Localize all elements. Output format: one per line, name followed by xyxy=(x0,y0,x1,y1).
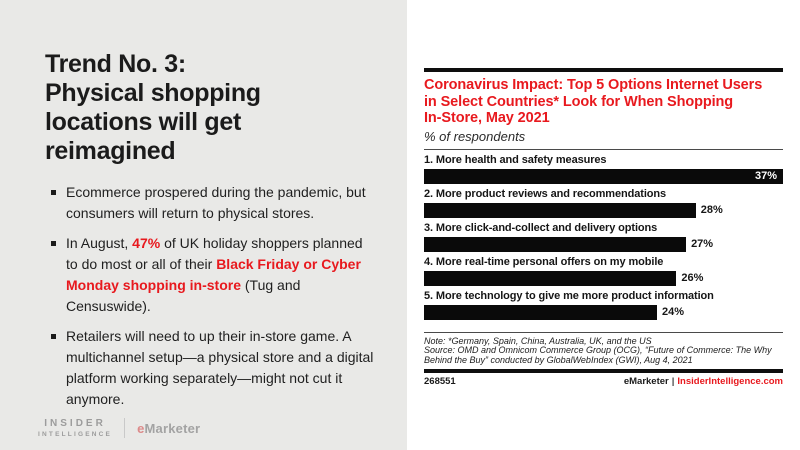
bullet-text: Ecommerce prospered during the pandemic,… xyxy=(66,182,378,224)
bar-row: 27% xyxy=(424,236,783,252)
emarketer-rest: Marketer xyxy=(144,420,201,436)
bar-group-5: 5. More technology to give me more produ… xyxy=(424,290,783,320)
bar xyxy=(424,236,687,252)
bullet-square-icon xyxy=(51,241,56,246)
bullet-square-icon xyxy=(51,190,56,195)
bullet-segment: In August, xyxy=(66,235,133,251)
bullet-segment-highlight: Black Friday or Cyber Monday shopping in… xyxy=(66,256,361,293)
bullet-item-3: Retailers will need to up their in-store… xyxy=(45,326,385,410)
bar-label: 2. More product reviews and recommendati… xyxy=(424,187,667,200)
bar-value: 27% xyxy=(691,238,714,250)
bar: 37% xyxy=(424,168,783,184)
bullet-segment: Ecommerce prospered during the pandemic,… xyxy=(66,184,366,221)
bar xyxy=(424,304,657,320)
bullet-item-1: Ecommerce prospered during the pandemic,… xyxy=(45,182,385,224)
intelligence-text: INTELLIGENCE xyxy=(38,431,113,438)
bullet-segment: (Tug and Censuswide). xyxy=(66,277,301,314)
chart-source: Source: OMD and Omnicom Commerce Group (… xyxy=(424,345,772,365)
slide-title-line: reimagined xyxy=(45,137,176,165)
emarketer-e: e xyxy=(137,420,145,436)
chart-panel: Coronavirus Impact: Top 5 Options Intern… xyxy=(407,0,800,450)
bar-label: 1. More health and safety measures xyxy=(424,153,607,166)
bar-group-3: 3. More click-and-collect and delivery o… xyxy=(424,222,783,252)
bar xyxy=(424,270,677,286)
chart-title-line: in Select Countries* Look for When Shopp… xyxy=(424,93,734,110)
bullet-segment: of UK holiday shoppers planned to do mos… xyxy=(66,235,363,272)
slide-title-line: locations will get xyxy=(45,108,242,136)
bar-row: 26% xyxy=(424,270,783,286)
bullet-segment-highlight: 47% xyxy=(132,235,161,251)
bar-label: 3. More click-and-collect and delivery o… xyxy=(424,221,658,234)
bar xyxy=(424,202,696,218)
bullet-segment: Retailers will need to up their in-store… xyxy=(66,328,374,407)
bar-group-1: 1. More health and safety measures 37% xyxy=(424,154,783,184)
insider-intelligence-emarketer-logo: INSIDER INTELLIGENCE eMarketer xyxy=(38,418,200,438)
chart-footer-brand: eMarketer | InsiderIntelligence.com xyxy=(624,376,783,387)
footer-site-link[interactable]: InsiderIntelligence.com xyxy=(677,376,783,387)
bar-row: 28% xyxy=(424,202,783,218)
bar-value: 37% xyxy=(754,170,777,182)
slide-title: Trend No. 3: Physical shopping locations… xyxy=(45,50,385,166)
insider-text: INSIDER xyxy=(44,418,106,429)
slide-title-line: Physical shopping xyxy=(45,79,261,107)
bullet-item-2: In August, 47% of UK holiday shoppers pl… xyxy=(45,233,385,317)
chart-id: 268551 xyxy=(424,376,456,387)
bar-row: 24% xyxy=(424,304,783,320)
chart-header-rule xyxy=(424,148,783,150)
footer-pipe: | xyxy=(671,376,675,387)
bar-group-4: 4. More real-time personal offers on my … xyxy=(424,256,783,286)
chart-top-rule xyxy=(424,68,783,72)
chart-notes-rule xyxy=(424,331,783,333)
chart-title: Coronavirus Impact: Top 5 Options Intern… xyxy=(424,77,783,127)
bullet-text: In August, 47% of UK holiday shoppers pl… xyxy=(66,233,378,317)
left-text-panel: Trend No. 3: Physical shopping locations… xyxy=(45,50,385,419)
chart-title-line: In-Store, May 2021 xyxy=(424,110,550,126)
bullet-list: Ecommerce prospered during the pandemic,… xyxy=(45,182,385,410)
chart-notes: Note: *Germany, Spain, China, Australia,… xyxy=(424,335,783,366)
slide-title-line: Trend No. 3: xyxy=(45,50,186,78)
emarketer-wordmark: eMarketer xyxy=(137,421,200,436)
chart-note: Note: *Germany, Spain, China, Australia,… xyxy=(424,335,652,346)
bar-value: 28% xyxy=(700,204,723,216)
chart-footer: 268551 eMarketer | InsiderIntelligence.com xyxy=(424,376,783,387)
bar-chart: Coronavirus Impact: Top 5 Options Intern… xyxy=(424,0,783,387)
bar-row: 37% xyxy=(424,168,783,184)
bullet-text: Retailers will need to up their in-store… xyxy=(66,326,378,410)
bar-label: 5. More technology to give me more produ… xyxy=(424,289,714,302)
chart-title-line: Coronavirus Impact: Top 5 Options Intern… xyxy=(424,77,763,93)
footer-emarketer: eMarketer xyxy=(623,376,669,387)
chart-subtitle: % of respondents xyxy=(424,128,526,144)
bar-value: 26% xyxy=(681,272,704,284)
bar-label: 4. More real-time personal offers on my … xyxy=(424,255,664,268)
bar-value: 24% xyxy=(661,306,685,318)
chart-bottom-rule xyxy=(424,369,783,373)
bullet-square-icon xyxy=(51,334,56,339)
logo-divider xyxy=(124,418,126,438)
bar-group-2: 2. More product reviews and recommendati… xyxy=(424,188,783,218)
insider-intelligence-wordmark: INSIDER INTELLIGENCE xyxy=(38,418,112,438)
bar-list: 1. More health and safety measures 37% 2… xyxy=(424,154,783,320)
